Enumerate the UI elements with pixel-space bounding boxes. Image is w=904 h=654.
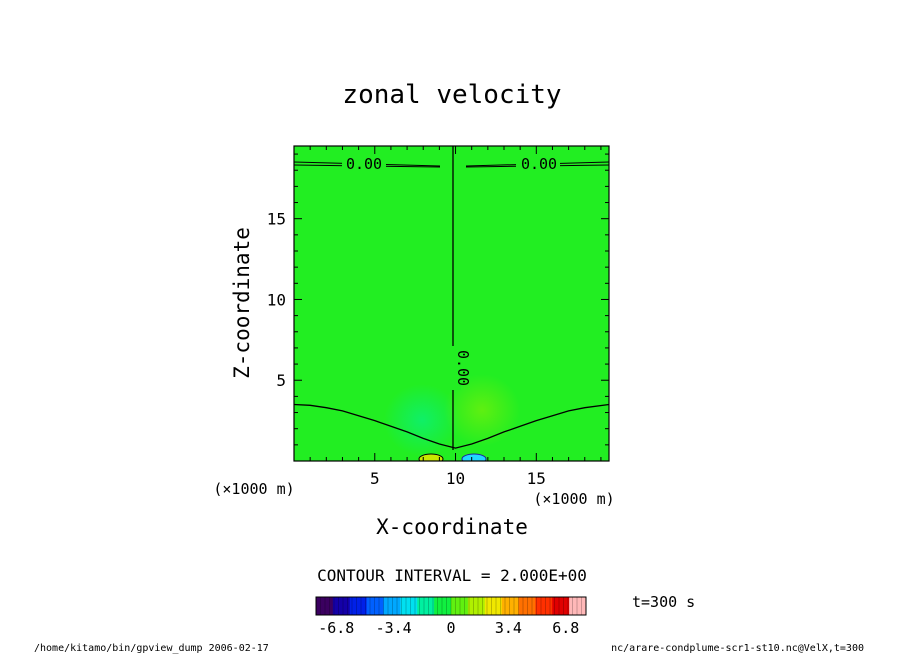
colorbar-tick-label: 0 [446,619,455,637]
colorbar-segment [501,597,519,615]
contour-interval-text: CONTOUR INTERVAL = 2.000E+00 [317,566,587,585]
colorbar-tick-label: 6.8 [552,619,579,637]
contour-label-upper-left: 0.00 [346,155,382,173]
small-positive-cell [418,453,444,461]
colorbar-segment [332,597,351,615]
colorbar-segment [451,597,469,615]
positive-velocity-blob [444,374,520,446]
plot-frame [293,145,610,462]
axis-ticks [294,146,609,461]
colorbar-segment [349,597,368,615]
colorbar-segment [417,597,435,615]
colorbar-tick-labels: -6.8 -3.4 0 3.4 6.8 [318,619,579,637]
colorbar [315,596,587,616]
y-axis-label: Z-coordinate [230,227,254,379]
axis-tick-labels: 5 10 15 5 10 15 [267,210,546,488]
colorbar-segment [400,597,418,615]
zero-contour-curve [294,403,609,449]
colorbar-segment [434,597,452,615]
chart-title: zonal velocity [342,80,561,110]
small-negative-cell [461,453,487,461]
colorbar-segment [552,597,570,615]
time-label: t=300 s [632,593,695,611]
x-tick-label: 15 [527,469,546,488]
x-axis-label: X-coordinate [376,515,528,539]
plot-area [294,146,609,461]
y-tick-label: 15 [267,210,286,229]
x-unit-left: (×1000 m) [213,480,294,498]
x-tick-label: 10 [446,469,465,488]
footer-left: /home/kitamo/bin/gpview_dump 2006-02-17 [34,643,269,654]
colorbar-tick-label: 3.4 [495,619,522,637]
y-tick-label: 10 [267,290,286,309]
colorbar-segment [535,597,553,615]
footer-right: nc/arare-condplume-scr1-st10.nc@VelX,t=3… [611,643,864,654]
x-tick-label: 5 [370,469,380,488]
y-tick-label: 5 [276,371,286,390]
negative-velocity-blob [384,384,460,456]
colorbar-segment [383,597,401,615]
colorbar-segment [316,597,334,615]
colorbar-tick-label: -6.8 [318,619,354,637]
colorbar-frame [315,596,587,616]
colorbar-segment [518,597,536,615]
contour-label-center: 0.00 [454,350,472,386]
colorbar-segment [484,597,503,615]
colorbar-segment [467,597,486,615]
x-unit-right: (×1000 m) [533,490,614,508]
colorbar-segment [366,597,384,615]
colorbar-segment [569,597,587,615]
colorbar-tick-label: -3.4 [376,619,412,637]
contour-label-upper-right: 0.00 [521,155,557,173]
